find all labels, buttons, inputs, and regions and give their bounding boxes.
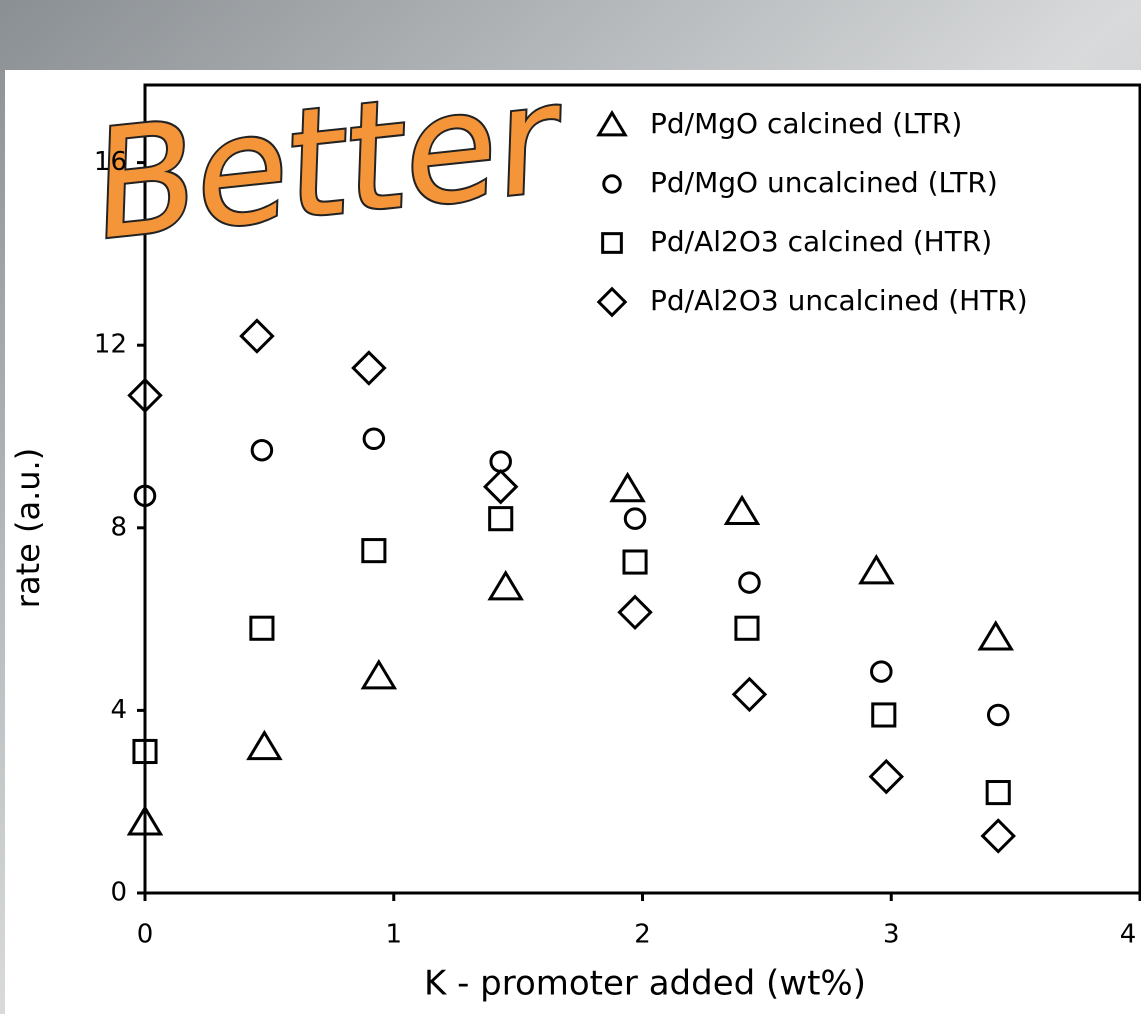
x-tick-label: 2 bbox=[634, 920, 651, 950]
legend-label: Pd/Al2O3 calcined (HTR) bbox=[650, 225, 992, 258]
y-tick-label: 12 bbox=[94, 330, 127, 360]
legend-label: Pd/Al2O3 uncalcined (HTR) bbox=[650, 284, 1028, 317]
y-axis-label: rate (a.u.) bbox=[9, 448, 47, 608]
y-tick-label: 8 bbox=[110, 512, 127, 542]
y-tick-label: 0 bbox=[110, 878, 127, 908]
x-tick-label: 3 bbox=[883, 920, 900, 950]
legend-label: Pd/MgO uncalcined (LTR) bbox=[650, 166, 998, 199]
x-tick-label: 0 bbox=[137, 920, 154, 950]
x-tick-label: 4 bbox=[1120, 920, 1137, 950]
x-tick-label: 1 bbox=[385, 920, 402, 950]
legend-label: Pd/MgO calcined (LTR) bbox=[650, 107, 962, 140]
x-axis-label: K - promoter added (wt%) bbox=[424, 964, 866, 1004]
chart: rate (a.u.) K - promoter added (wt%) Bet… bbox=[0, 0, 1141, 1014]
y-tick-label: 16 bbox=[94, 147, 127, 177]
y-tick-label: 4 bbox=[110, 695, 127, 725]
